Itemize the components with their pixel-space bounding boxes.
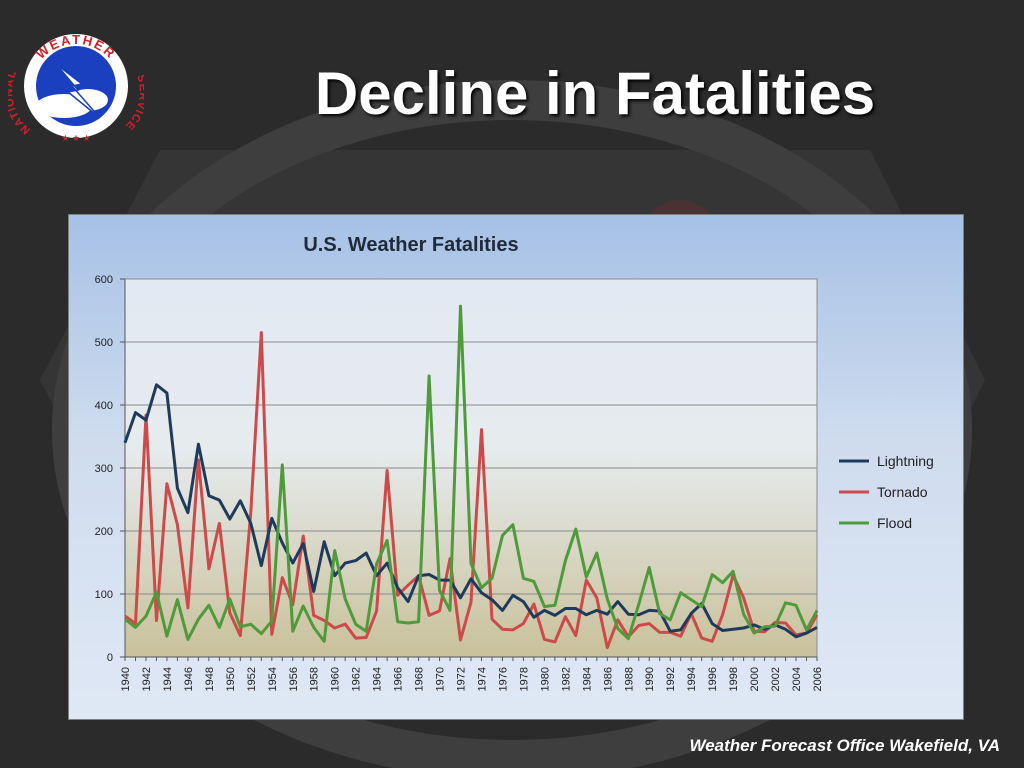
logo-stars: ★ ★ ★ xyxy=(61,133,90,142)
x-tick-label-1996: 1996 xyxy=(707,667,719,691)
x-tick-label-1982: 1982 xyxy=(560,667,572,691)
x-tick-label-1978: 1978 xyxy=(518,667,530,691)
x-tick-label-1988: 1988 xyxy=(623,667,635,691)
series-line-tornado xyxy=(124,331,819,650)
x-tick-label-1958: 1958 xyxy=(309,667,321,691)
x-tick-label-2002: 2002 xyxy=(770,667,782,691)
x-tick-label-1962: 1962 xyxy=(351,667,363,691)
slide-title: Decline in Fatalities xyxy=(314,60,876,127)
x-tick-label-1980: 1980 xyxy=(539,667,551,691)
series-line-flood xyxy=(124,304,819,643)
y-tick-label-0: 0 xyxy=(107,652,113,664)
chart-container: U.S. Weather Fatalities 0 100 200 300 400 500 6… xyxy=(68,214,964,720)
x-tick-label-1946: 1946 xyxy=(183,667,195,691)
x-tick-label-1954: 1954 xyxy=(267,667,279,691)
x-tick-label-2000: 2000 xyxy=(749,667,761,691)
y-tick-label-300: 300 xyxy=(95,463,113,475)
x-tick-label-1950: 1950 xyxy=(225,667,237,691)
lightning-bolt-icon xyxy=(55,63,101,119)
x-tick-label-1964: 1964 xyxy=(372,667,384,691)
x-tick-label-1984: 1984 xyxy=(581,667,593,691)
x-tick-label-1948: 1948 xyxy=(204,667,216,691)
legend-label-lightning: Lightning xyxy=(877,453,934,469)
x-tick-label-1992: 1992 xyxy=(665,667,677,691)
legend-label-tornado: Tornado xyxy=(877,484,928,500)
x-tick-label-1970: 1970 xyxy=(435,667,447,691)
line-chart: U.S. Weather Fatalities 0 100 200 300 400 500 6… xyxy=(95,234,934,691)
x-tick-label-1940: 1940 xyxy=(120,667,132,691)
y-tick-label-500: 500 xyxy=(95,337,113,349)
x-tick-label-1974: 1974 xyxy=(476,667,488,691)
x-tick-label-1968: 1968 xyxy=(414,667,426,691)
x-tick-label-1994: 1994 xyxy=(686,667,698,691)
x-tick-label-1944: 1944 xyxy=(162,667,174,691)
y-tick-label-200: 200 xyxy=(95,526,113,538)
x-tick-label-1972: 1972 xyxy=(456,667,468,691)
x-tick-label-1986: 1986 xyxy=(602,667,614,691)
slide-footer: Weather Forecast Office Wakefield, VA xyxy=(689,736,1000,755)
x-tick-label-1990: 1990 xyxy=(644,667,656,691)
x-tick-label-1976: 1976 xyxy=(497,667,509,691)
y-tick-label-400: 400 xyxy=(95,400,113,412)
x-tick-label-1956: 1956 xyxy=(288,667,300,691)
y-tick-label-600: 600 xyxy=(95,274,113,286)
x-tick-label-1952: 1952 xyxy=(246,667,258,691)
x-tick-label-1960: 1960 xyxy=(330,667,342,691)
y-tick-label-100: 100 xyxy=(95,589,113,601)
legend-label-flood: Flood xyxy=(877,515,912,531)
nws-logo: WEATHER NATIONAL SERVICE ★ ★ ★ xyxy=(8,32,144,142)
x-tick-label-1966: 1966 xyxy=(393,667,405,691)
x-tick-label-1998: 1998 xyxy=(728,667,740,691)
x-tick-label-2006: 2006 xyxy=(812,667,824,691)
x-tick-label-2004: 2004 xyxy=(791,667,803,691)
x-tick-label-1942: 1942 xyxy=(141,667,153,691)
chart-title: U.S. Weather Fatalities xyxy=(303,234,518,256)
